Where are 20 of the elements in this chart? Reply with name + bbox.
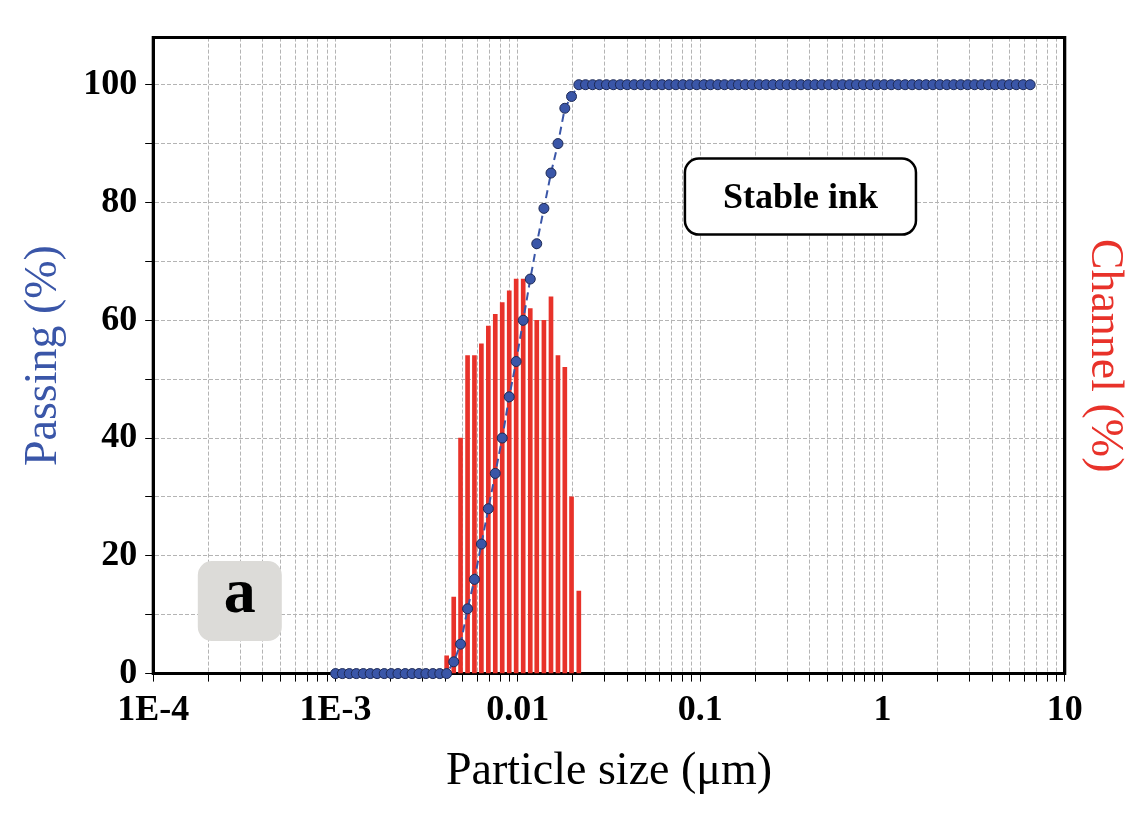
bar bbox=[569, 496, 574, 674]
x-tick-label: 0.1 bbox=[677, 688, 723, 729]
y-tick-label: 0 bbox=[119, 650, 138, 691]
x-axis-title: Particle size (μm) bbox=[445, 743, 773, 795]
y-tick-label: 40 bbox=[101, 415, 138, 456]
y-tick-label: 80 bbox=[101, 179, 138, 220]
bar bbox=[562, 367, 568, 674]
annotation: Stable ink bbox=[722, 175, 878, 216]
y-tick-label: 100 bbox=[83, 62, 138, 103]
x-tick-label: 10 bbox=[1046, 688, 1083, 729]
x-tick-label: 0.01 bbox=[486, 688, 550, 729]
x-tick-label: 1 bbox=[873, 688, 892, 729]
y2-axis-title: Channel (%) bbox=[1082, 238, 1134, 473]
x-tick-label: 1E-3 bbox=[299, 688, 372, 729]
y-axis-title: Passing (%) bbox=[14, 245, 66, 467]
x-tick-label: 1E-4 bbox=[117, 688, 190, 729]
bar bbox=[576, 590, 582, 674]
y-tick-label: 20 bbox=[101, 533, 138, 574]
annotation: a bbox=[223, 554, 256, 626]
y-tick-label: 60 bbox=[101, 297, 138, 338]
